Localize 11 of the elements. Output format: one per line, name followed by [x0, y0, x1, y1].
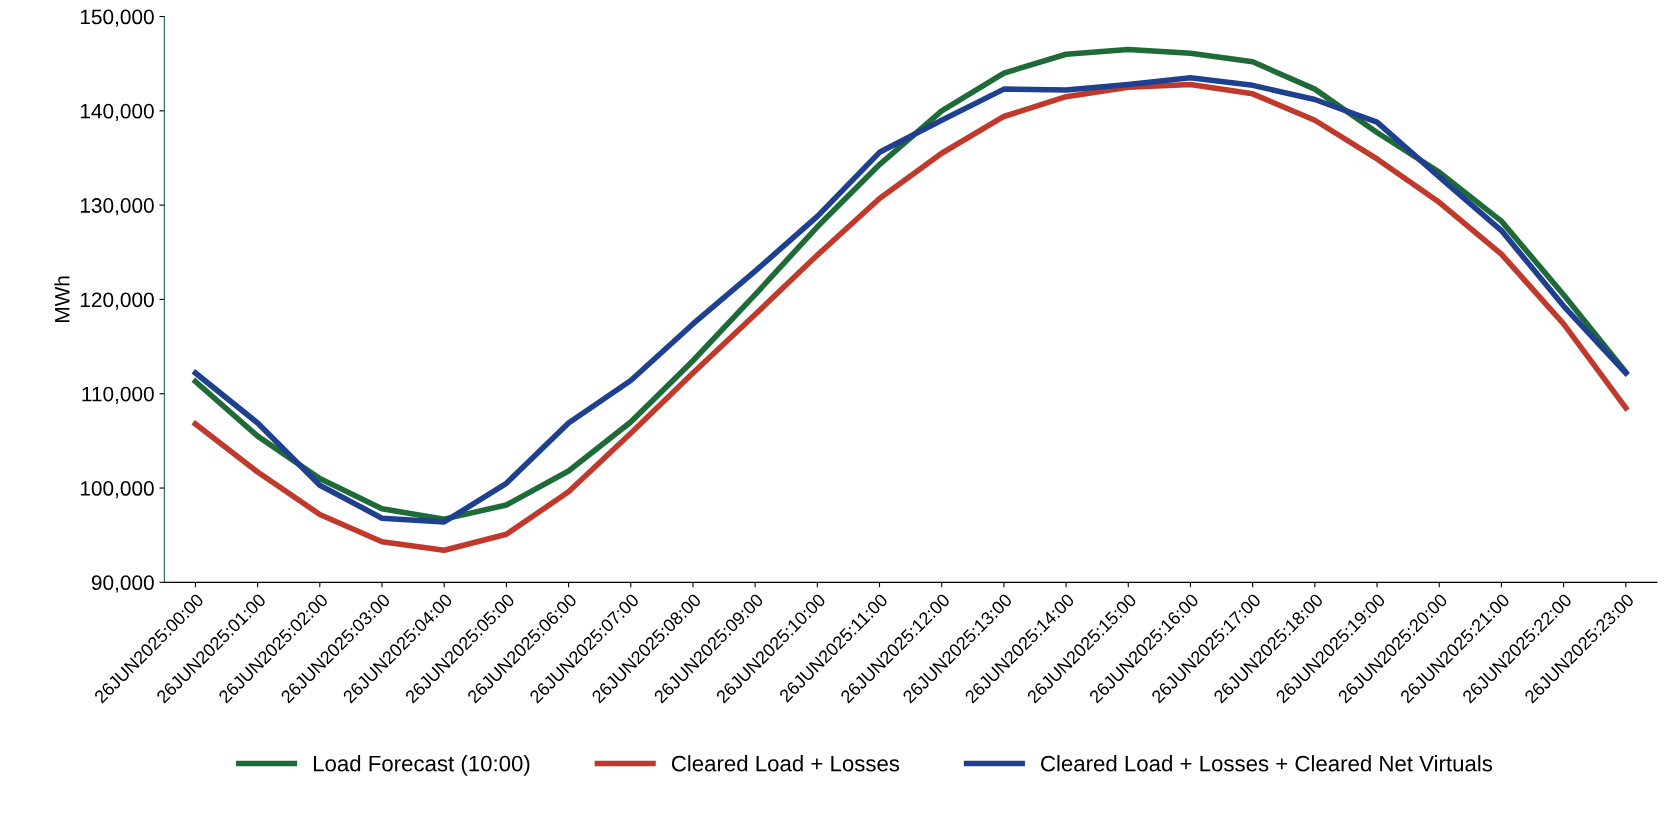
y-tick-label: 110,000 [82, 386, 154, 404]
legend-label: Cleared Load + Losses + Cleared Net Virtuals [1041, 755, 1493, 772]
y-tick-label: 140,000 [80, 103, 154, 122]
y-axis-title: MWh [54, 276, 70, 323]
y-tick-label: 120,000 [80, 292, 154, 310]
y-tick-label: 130,000 [80, 198, 154, 216]
legend-label: Cleared Load + Losses [671, 755, 900, 772]
legend-label: Load Forecast (10:00) [313, 755, 530, 776]
y-tick-label: 90,000 [91, 575, 154, 593]
y-tick-label: 100,000 [80, 481, 154, 499]
y-tick-label: 150,000 [80, 9, 154, 27]
